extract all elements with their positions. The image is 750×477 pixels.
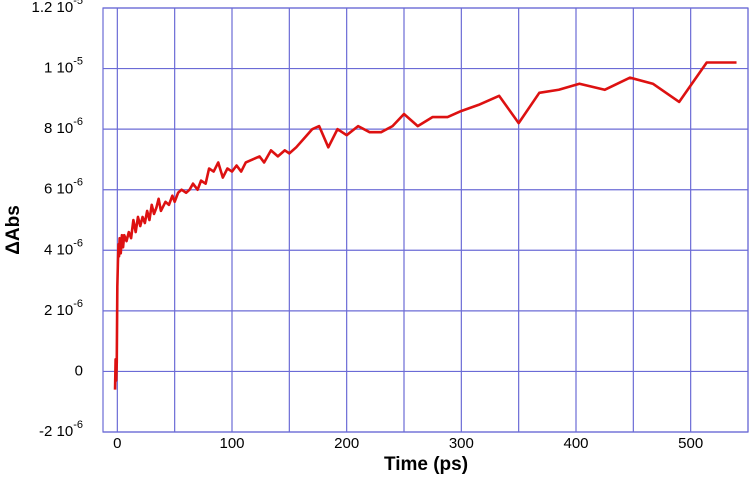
- y-tick-label-base: -2 10: [39, 423, 73, 440]
- y-tick-label-exponent: -5: [73, 55, 83, 67]
- data-line: [113, 61, 737, 390]
- y-tick-label-base: 1 10: [44, 60, 73, 77]
- y-tick-label: 0: [75, 362, 83, 379]
- y-tick-label-exponent: -6: [73, 298, 83, 310]
- y-tick-label: 6 10-6: [44, 177, 83, 198]
- x-tick-label: 100: [219, 435, 244, 452]
- y-tick-label-exponent: -6: [73, 419, 83, 431]
- plot-frame: [102, 7, 749, 433]
- x-tick-label: 200: [334, 435, 359, 452]
- x-tick-label: 400: [563, 435, 588, 452]
- y-tick-label: -2 10-6: [39, 419, 83, 440]
- y-tick-label: 1 10-5: [44, 55, 83, 76]
- y-tick-label-base: 6 10: [44, 181, 73, 198]
- y-tick-label-base: 4 10: [44, 241, 73, 258]
- y-tick-label-exponent: -6: [73, 177, 83, 189]
- y-tick-label-exponent: -6: [73, 116, 83, 128]
- y-axis-title: ΔAbs: [3, 205, 24, 255]
- y-tick-label: 4 10-6: [44, 237, 83, 258]
- y-tick-label-base: 1.2 10: [32, 0, 74, 16]
- x-axis-title: Time (ps): [384, 454, 468, 475]
- y-tick-label-base: 8 10: [44, 120, 73, 137]
- y-tick-label-exponent: -5: [73, 0, 83, 7]
- y-tick-label: 8 10-6: [44, 116, 83, 137]
- y-tick-label: 1.2 10-5: [32, 0, 84, 16]
- x-tick-label: 500: [678, 435, 703, 452]
- x-tick-label: 0: [113, 435, 121, 452]
- y-tick-label-exponent: -6: [73, 237, 83, 249]
- x-tick-label: 300: [449, 435, 474, 452]
- y-tick-label: 2 10-6: [44, 298, 83, 319]
- y-tick-label-base: 2 10: [44, 302, 73, 319]
